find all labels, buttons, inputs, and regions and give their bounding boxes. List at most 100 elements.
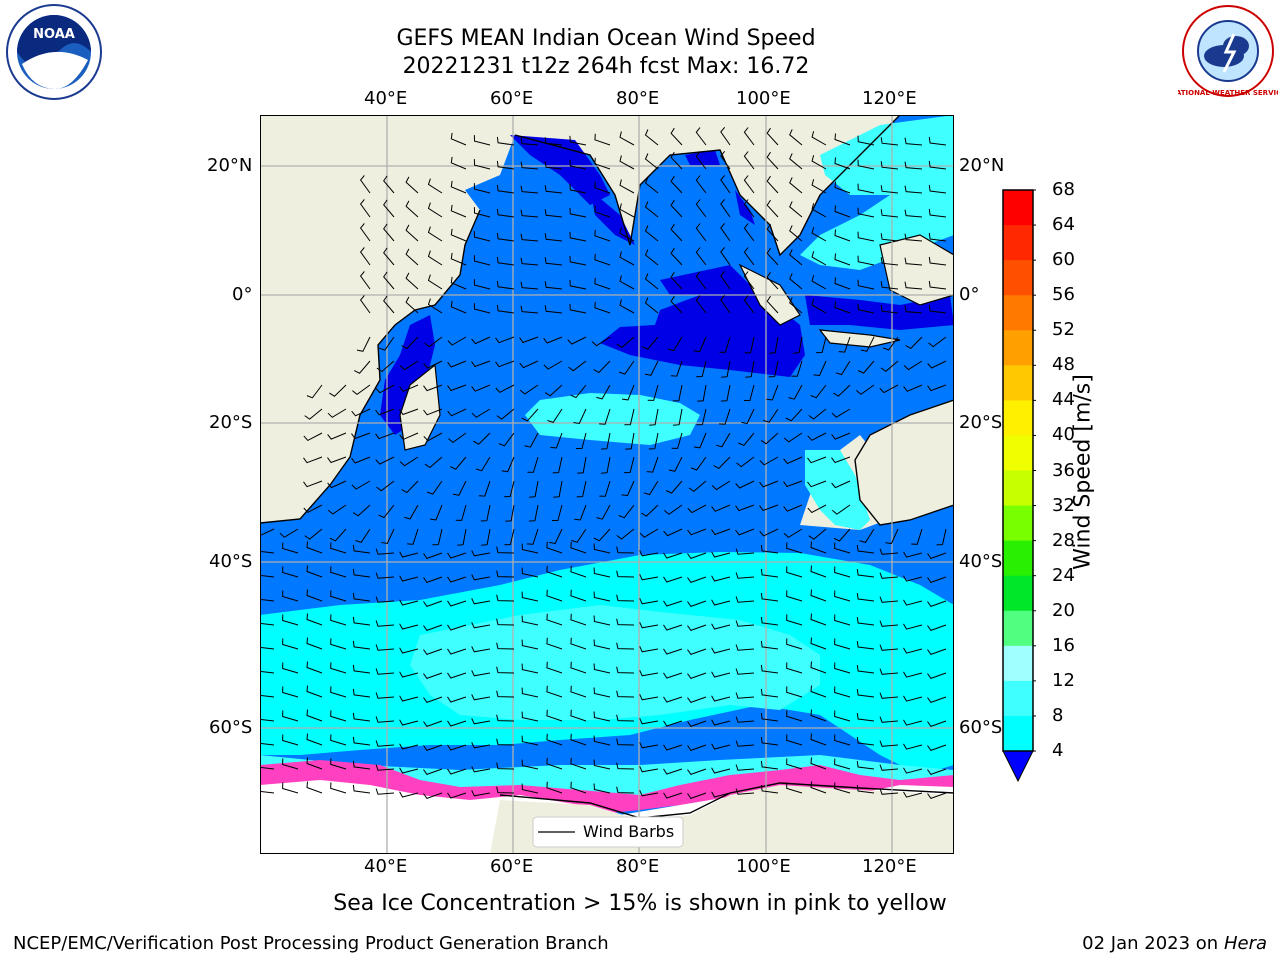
wind-barb (880, 161, 899, 170)
colorbar-tick-label: 48 (1052, 354, 1075, 376)
wind-barb (616, 738, 635, 746)
wind-barb (282, 758, 299, 770)
wind-barb (505, 504, 515, 522)
wind-barb (903, 384, 923, 392)
wind-barb (785, 408, 803, 422)
wind-barb (330, 710, 347, 722)
wind-barb (303, 456, 323, 464)
wind-barb (496, 786, 515, 794)
wind-barb (641, 336, 659, 350)
wind-barb (375, 644, 395, 651)
wind-barb (670, 151, 683, 170)
wind-barb (904, 233, 923, 242)
wind-barb (856, 761, 875, 770)
wind-barb (496, 546, 515, 554)
wind-barb (553, 480, 563, 498)
wind-barb (330, 590, 347, 602)
wind-barb (783, 504, 803, 512)
wind-barb (423, 792, 443, 799)
wind-barb (544, 281, 563, 290)
wind-barb (616, 666, 635, 674)
wind-barb (856, 569, 875, 578)
colorbar-segment (1003, 470, 1033, 507)
wind-barb (521, 687, 539, 698)
wind-barb (496, 208, 515, 218)
wind-barb (282, 590, 299, 602)
moderate-wind-region (800, 115, 954, 270)
wind-barb (304, 408, 323, 420)
wind-barb (427, 202, 443, 218)
wind-barb (834, 734, 851, 746)
wind-barb (520, 281, 539, 290)
wind-barb (593, 639, 611, 650)
wind-barb (570, 637, 587, 650)
wind-barb (903, 719, 923, 726)
wind-barb (743, 384, 755, 401)
wind-barb (450, 300, 467, 314)
wind-barb (306, 541, 323, 554)
wind-barb (351, 432, 371, 440)
wind-barb (831, 432, 851, 440)
wind-barb (834, 229, 851, 242)
wind-barb (735, 548, 755, 555)
wind-barb (471, 408, 491, 418)
wind-barb (282, 782, 299, 794)
wind-barb (693, 336, 707, 353)
colorbar-segment (1003, 260, 1033, 296)
wind-barb (457, 528, 467, 546)
wind-barb (306, 781, 323, 794)
wind-barb (423, 672, 443, 679)
wind-barb (936, 528, 947, 546)
wind-barb (663, 648, 683, 655)
wind-barb (427, 250, 443, 266)
wind-barb (616, 570, 635, 578)
wind-barb (641, 504, 659, 517)
wind-barb (619, 227, 635, 242)
wind-barb (670, 271, 683, 290)
wind-barb (786, 710, 803, 722)
wind-barb (496, 136, 515, 146)
footer-date: 02 Jan 2023 on (1082, 933, 1224, 954)
wind-barb (352, 640, 371, 650)
wind-barb (471, 790, 491, 797)
wind-barb (639, 694, 659, 701)
wind-barb (834, 133, 851, 146)
wind-barb (718, 408, 731, 425)
wind-barb (496, 408, 515, 420)
wind-barb (713, 456, 731, 470)
wind-barb (570, 757, 587, 770)
wind-barb (496, 232, 515, 242)
wind-barb (644, 129, 659, 146)
wind-barb (619, 275, 635, 290)
wind-barb (375, 740, 395, 747)
wind-barb (447, 360, 467, 368)
wind-barb (352, 504, 371, 517)
wind-barb (834, 277, 851, 290)
wind-barb (480, 504, 491, 522)
wind-barb (375, 668, 395, 675)
wind-barb (904, 161, 923, 170)
wind-barb (621, 480, 635, 497)
wind-barb (260, 598, 275, 602)
wind-barb (546, 733, 563, 746)
wind-barb (789, 129, 803, 146)
wind-barb (550, 432, 563, 449)
wind-barb (670, 247, 683, 266)
wind-barb (810, 384, 827, 399)
wind-barb (783, 432, 803, 443)
wind-barb (927, 600, 947, 607)
wind-barb (928, 304, 947, 314)
wind-barb (618, 504, 635, 519)
wind-barb (760, 688, 779, 698)
wind-barb (423, 576, 443, 583)
top-lon-label: 100°E (736, 88, 791, 109)
wind-barb (673, 408, 683, 426)
wind-barb (831, 480, 851, 489)
wind-barb (663, 600, 683, 607)
wind-barb (735, 764, 755, 771)
wind-barb (471, 360, 491, 368)
wind-barb (711, 528, 731, 536)
wind-barb (711, 599, 731, 606)
wind-barb (544, 185, 563, 194)
wind-barb (744, 336, 755, 354)
